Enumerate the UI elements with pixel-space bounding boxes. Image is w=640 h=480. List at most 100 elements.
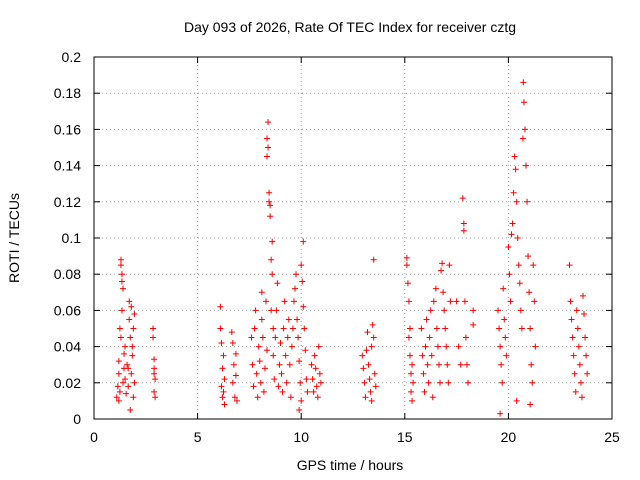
data-point [311,352,318,359]
data-point [363,347,370,354]
data-point [495,307,502,314]
data-point [129,343,136,350]
data-point [115,370,122,377]
data-point [457,361,464,368]
data-point [526,289,533,296]
data-point [286,361,293,368]
data-point [268,256,275,263]
y-tick-label: 0.14 [54,158,81,174]
data-point [115,358,122,365]
data-point [152,376,159,383]
data-point [130,325,137,332]
data-point [315,343,322,350]
data-point [281,298,288,305]
data-point [303,376,310,383]
data-point [509,220,516,227]
data-point [409,361,416,368]
data-point [362,394,369,401]
x-tick-labels: 0 5 10 15 20 25 [90,429,620,445]
data-point [372,383,379,390]
y-tick-labels: 0 0.02 0.04 0.06 0.08 0.1 0.12 0.14 0.16 0.18 0.2 [54,49,81,427]
data-point [122,376,129,383]
data-point [317,379,324,386]
data-point [259,334,266,341]
data-point [272,334,279,341]
data-point [125,365,132,372]
data-point [122,343,129,350]
data-point [404,280,411,287]
data-point [568,316,575,323]
data-point [265,144,272,151]
data-point [151,370,158,377]
data-point [403,262,410,269]
data-point [230,361,237,368]
data-point [289,325,296,332]
data-point [421,388,428,395]
data-point [301,325,308,332]
data-point [512,166,519,173]
data-point [261,365,268,372]
data-point [496,325,503,332]
data-point [302,347,309,354]
data-point [575,343,582,350]
data-point [464,379,471,386]
data-point [518,325,525,332]
data-point [361,379,368,386]
data-point [566,262,573,269]
data-point [118,278,125,285]
data-point [442,325,449,332]
data-point [507,298,514,305]
data-point [525,253,532,260]
data-point [531,298,538,305]
data-point [298,397,305,404]
data-point [283,379,290,386]
data-point [408,388,415,395]
data-point [455,343,462,350]
data-point [270,325,277,332]
data-point [498,361,505,368]
data-point [453,298,460,305]
data-point [403,254,410,261]
data-point [440,289,447,296]
data-point [359,352,366,359]
x-tick-label: 15 [397,429,413,445]
data-point [257,379,264,386]
data-point [126,316,133,323]
data-point [120,379,127,386]
data-point [426,334,433,341]
y-tick-label: 0.1 [62,230,82,246]
data-point [298,262,305,269]
data-point [573,307,580,314]
data-point [221,376,228,383]
data-point [511,153,518,160]
data-point [433,325,440,332]
y-tick-label: 0.02 [54,375,81,391]
y-tick-label: 0.2 [62,49,82,65]
data-point [497,410,504,417]
y-tick-label: 0.12 [54,194,81,210]
data-point [117,256,124,263]
data-point [364,329,371,336]
x-tick-label: 0 [90,429,98,445]
data-point [570,352,577,359]
data-point [515,262,522,269]
data-point [217,303,224,310]
x-axis-label: GPS time / hours [297,457,404,473]
data-point [459,195,466,202]
data-point [578,394,585,401]
data-point [294,316,301,323]
data-point [282,352,289,359]
data-point [126,298,133,305]
data-point [297,379,304,386]
data-point [256,358,263,365]
x-tick-label: 10 [293,429,309,445]
data-point [250,383,257,390]
x-tick-label: 25 [604,429,620,445]
data-point [252,307,259,314]
data-point [131,379,138,386]
data-point [279,388,286,395]
data-point [505,244,512,251]
data-point [277,339,284,346]
data-point [118,307,125,314]
data-point [253,370,260,377]
